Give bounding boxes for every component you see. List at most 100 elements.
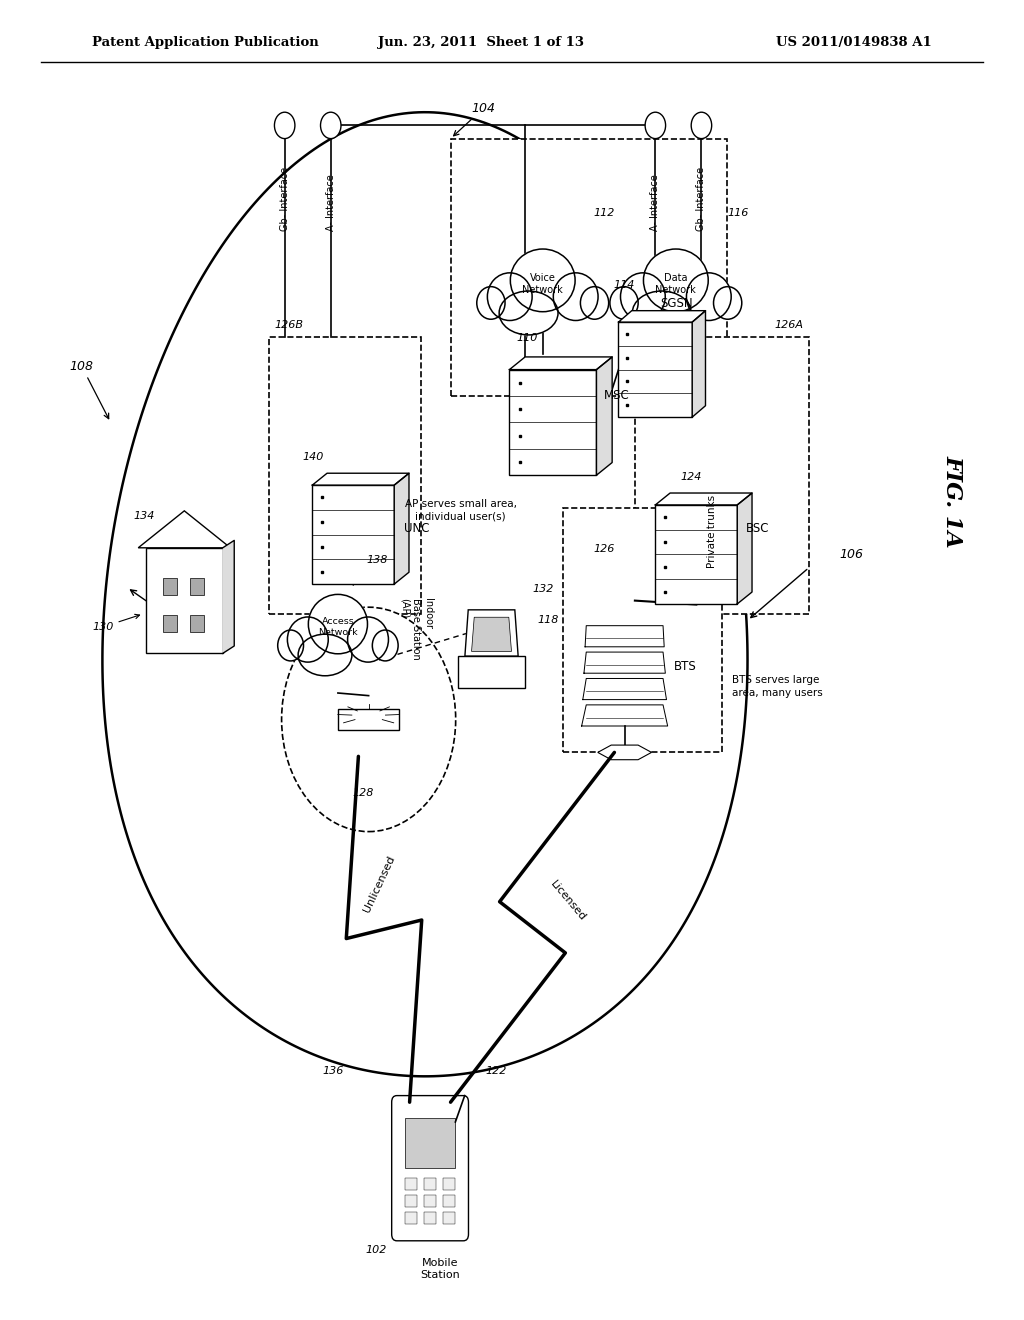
Text: 138: 138: [367, 554, 388, 565]
Text: Licensed: Licensed: [549, 879, 588, 923]
Text: 110: 110: [516, 333, 538, 343]
Ellipse shape: [553, 273, 598, 321]
Text: Indoor
Base Station
(AP): Indoor Base Station (AP): [399, 598, 432, 660]
Text: BTS serves large
area, many users: BTS serves large area, many users: [732, 676, 823, 697]
Circle shape: [691, 112, 712, 139]
Bar: [635, 337, 809, 614]
Bar: [424, 1212, 436, 1225]
Text: 112: 112: [594, 207, 615, 218]
Polygon shape: [737, 494, 752, 605]
Polygon shape: [465, 610, 518, 656]
Polygon shape: [618, 310, 706, 322]
Text: AP serves small area,
individual user(s): AP serves small area, individual user(s): [404, 499, 517, 521]
Bar: [163, 578, 177, 595]
Ellipse shape: [477, 286, 505, 319]
FancyBboxPatch shape: [391, 1096, 468, 1241]
Ellipse shape: [510, 249, 575, 312]
Text: 108: 108: [70, 359, 109, 418]
Bar: [269, 337, 421, 614]
Bar: [451, 139, 727, 396]
Text: Gb- Interface: Gb- Interface: [280, 166, 290, 231]
Text: A- Interface: A- Interface: [326, 174, 336, 231]
Text: MSC: MSC: [604, 389, 630, 403]
Bar: [655, 506, 737, 605]
Text: 140: 140: [302, 451, 324, 462]
Text: 106: 106: [840, 548, 863, 561]
Ellipse shape: [581, 286, 608, 319]
Bar: [442, 1212, 455, 1225]
Bar: [312, 486, 394, 583]
Bar: [406, 1196, 418, 1206]
Polygon shape: [394, 474, 409, 583]
Ellipse shape: [278, 630, 303, 661]
Bar: [459, 656, 524, 689]
Ellipse shape: [643, 249, 709, 312]
Polygon shape: [655, 494, 752, 506]
Text: A- Interface: A- Interface: [650, 174, 660, 231]
Ellipse shape: [487, 273, 532, 321]
Text: Unlicensed: Unlicensed: [361, 854, 396, 915]
Text: 134: 134: [133, 511, 155, 521]
Ellipse shape: [298, 634, 352, 676]
Ellipse shape: [610, 286, 638, 319]
Polygon shape: [585, 626, 665, 647]
Text: BSC: BSC: [745, 521, 769, 535]
Polygon shape: [692, 310, 706, 417]
Text: US 2011/0149838 A1: US 2011/0149838 A1: [776, 36, 932, 49]
Text: Patent Application Publication: Patent Application Publication: [92, 36, 318, 49]
Text: Jun. 23, 2011  Sheet 1 of 13: Jun. 23, 2011 Sheet 1 of 13: [378, 36, 585, 49]
Polygon shape: [510, 356, 612, 370]
Ellipse shape: [621, 273, 666, 321]
Ellipse shape: [373, 630, 398, 661]
Text: Mobile
Station: Mobile Station: [421, 1258, 460, 1279]
Text: Gb- Interface: Gb- Interface: [696, 166, 707, 231]
Bar: [442, 1177, 455, 1191]
Ellipse shape: [499, 290, 558, 335]
Polygon shape: [223, 540, 234, 653]
Ellipse shape: [288, 616, 329, 663]
Bar: [618, 322, 692, 417]
Text: 136: 136: [323, 1065, 343, 1076]
Bar: [442, 1196, 455, 1206]
Bar: [424, 1177, 436, 1191]
Circle shape: [645, 112, 666, 139]
Bar: [189, 578, 204, 595]
Circle shape: [274, 112, 295, 139]
Text: 132: 132: [532, 583, 554, 594]
Text: 116: 116: [727, 207, 749, 218]
Text: UNC: UNC: [404, 521, 430, 535]
Bar: [510, 370, 596, 475]
Text: 130: 130: [92, 614, 139, 632]
Text: 126A: 126A: [775, 319, 804, 330]
Polygon shape: [583, 678, 667, 700]
Polygon shape: [102, 112, 748, 1076]
Ellipse shape: [347, 616, 388, 663]
Text: 126B: 126B: [274, 319, 303, 330]
Text: 102: 102: [366, 1245, 387, 1255]
Circle shape: [282, 607, 456, 832]
Text: Private trunks: Private trunks: [707, 495, 717, 568]
Text: 118: 118: [538, 615, 559, 626]
Text: SGSN: SGSN: [660, 297, 693, 310]
Text: 126: 126: [593, 544, 614, 554]
Polygon shape: [312, 474, 409, 486]
Polygon shape: [584, 652, 666, 673]
Bar: [406, 1212, 418, 1225]
Ellipse shape: [308, 594, 368, 653]
Bar: [404, 1118, 456, 1168]
Ellipse shape: [714, 286, 741, 319]
Text: Data
Network: Data Network: [655, 273, 696, 294]
Polygon shape: [596, 356, 612, 475]
Polygon shape: [598, 744, 651, 760]
Bar: [424, 1196, 436, 1206]
Text: FIG. 1A: FIG. 1A: [941, 455, 964, 548]
Bar: [406, 1177, 418, 1191]
Ellipse shape: [632, 290, 691, 335]
Text: BTS: BTS: [674, 660, 696, 673]
Text: Access
Network: Access Network: [318, 616, 357, 638]
Text: Voice
Network: Voice Network: [522, 273, 563, 294]
Bar: [338, 709, 399, 730]
Text: 128: 128: [353, 788, 374, 799]
Text: 104: 104: [454, 102, 495, 136]
Polygon shape: [138, 511, 230, 548]
